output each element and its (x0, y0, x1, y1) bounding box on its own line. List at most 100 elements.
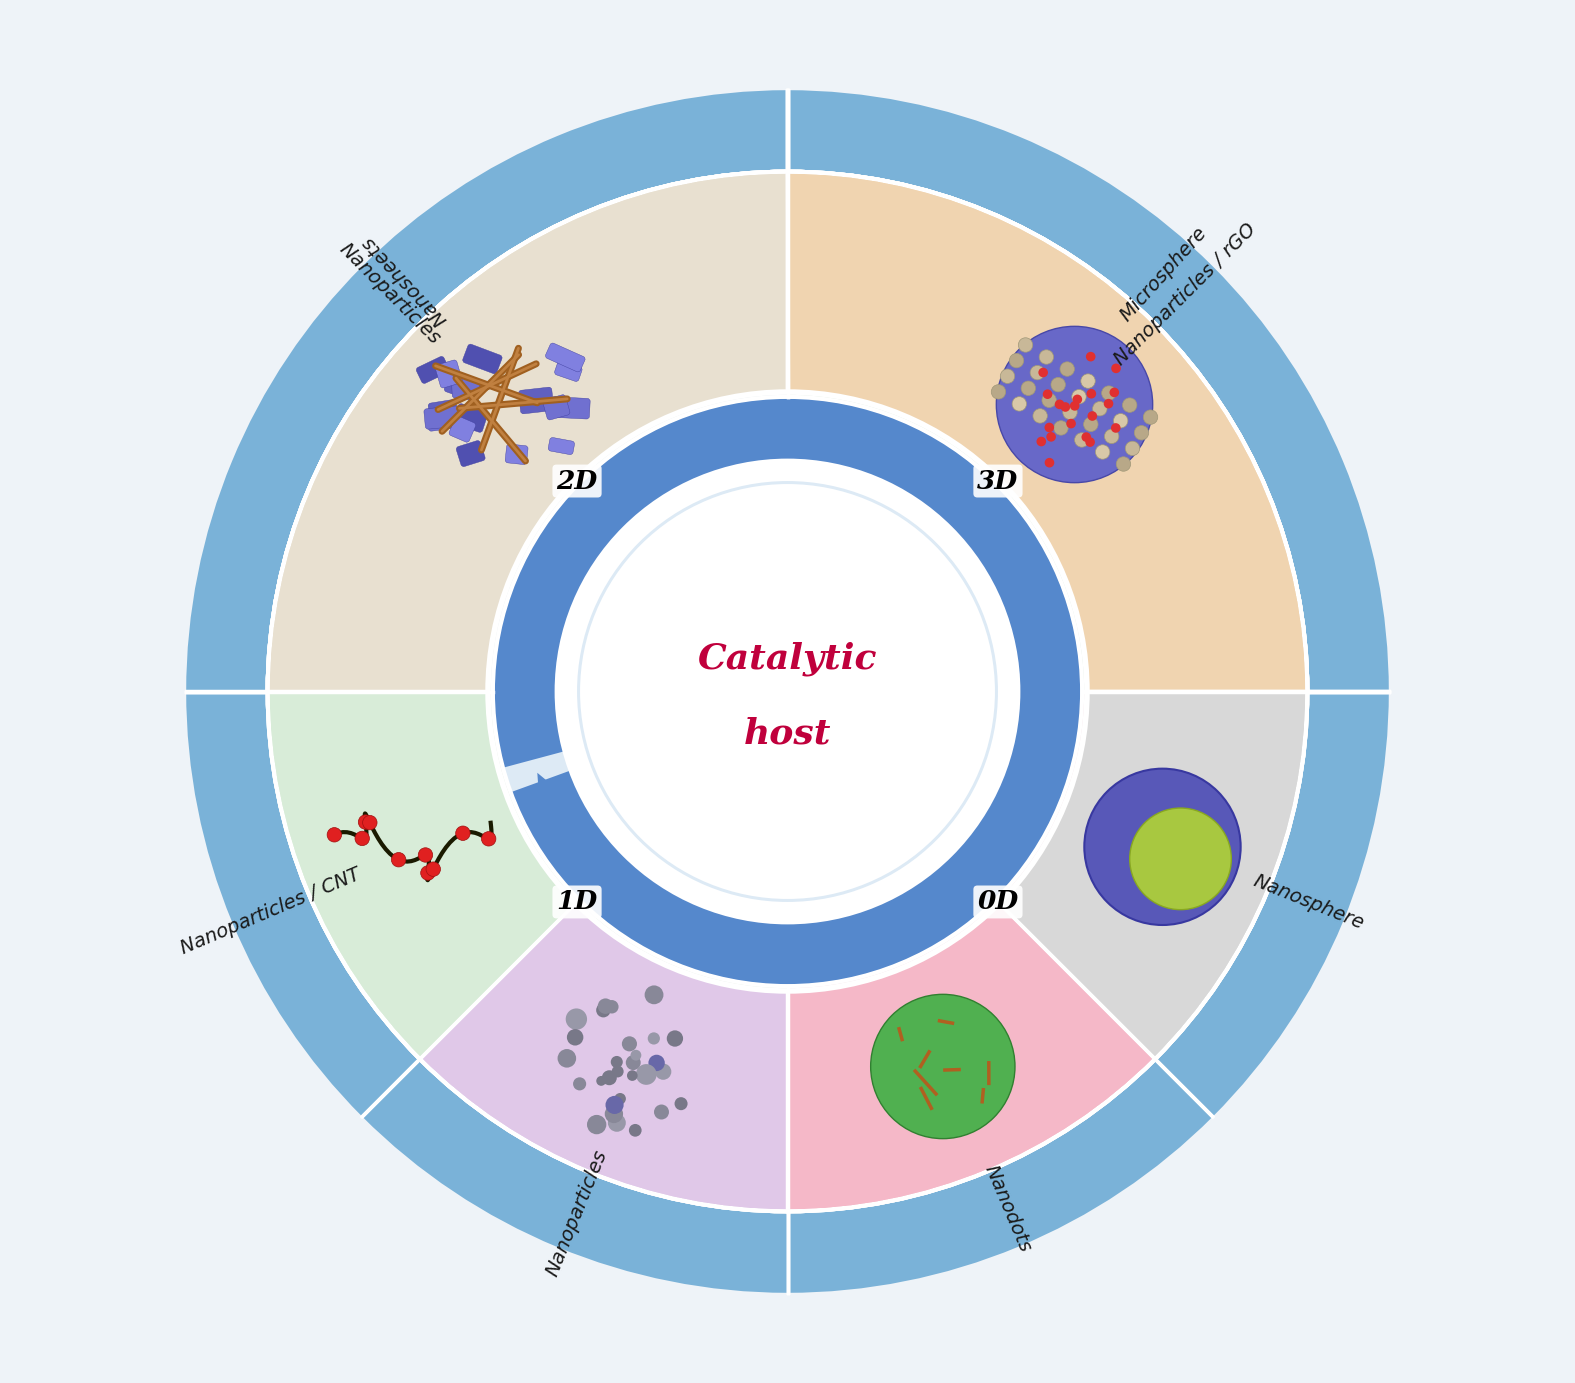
Circle shape (1033, 409, 1047, 423)
Circle shape (362, 816, 376, 830)
Circle shape (493, 397, 1082, 986)
Circle shape (1060, 402, 1069, 412)
FancyBboxPatch shape (428, 400, 457, 418)
Wedge shape (493, 397, 1082, 986)
Circle shape (1021, 382, 1035, 396)
Wedge shape (556, 461, 1019, 922)
Circle shape (392, 852, 406, 867)
Circle shape (1125, 441, 1140, 455)
Text: Nanoparticles: Nanoparticles (335, 239, 444, 349)
Circle shape (606, 1102, 616, 1113)
Circle shape (1101, 386, 1117, 400)
Circle shape (627, 1070, 638, 1082)
Circle shape (482, 831, 496, 846)
Text: Catalytic: Catalytic (698, 642, 877, 676)
Wedge shape (268, 692, 421, 1059)
Text: 1D: 1D (556, 889, 597, 914)
Text: Nanoparticles / CNT: Nanoparticles / CNT (176, 864, 362, 958)
Circle shape (602, 1070, 617, 1086)
Wedge shape (186, 90, 1389, 1293)
Circle shape (1066, 419, 1076, 429)
FancyBboxPatch shape (463, 344, 502, 373)
Text: 2D: 2D (556, 469, 597, 494)
Circle shape (625, 1055, 641, 1070)
Circle shape (354, 831, 370, 845)
Circle shape (1073, 394, 1082, 404)
Circle shape (421, 866, 435, 880)
Circle shape (611, 1065, 624, 1077)
Text: Microsphere: Microsphere (1117, 223, 1211, 325)
Circle shape (1112, 364, 1121, 373)
Text: Nanosheets: Nanosheets (358, 232, 450, 329)
FancyBboxPatch shape (444, 371, 482, 401)
Wedge shape (788, 171, 1307, 692)
Circle shape (1085, 437, 1095, 447)
Circle shape (871, 994, 1014, 1138)
Circle shape (427, 862, 441, 877)
Circle shape (1030, 365, 1044, 380)
Text: Nanodots: Nanodots (980, 1163, 1035, 1256)
Circle shape (1043, 390, 1052, 400)
Circle shape (1046, 431, 1055, 441)
FancyBboxPatch shape (454, 404, 488, 433)
Wedge shape (487, 692, 788, 992)
Circle shape (608, 1113, 625, 1131)
Wedge shape (268, 692, 580, 1059)
Circle shape (598, 999, 613, 1014)
Text: 0D: 0D (978, 889, 1019, 914)
Circle shape (1080, 373, 1095, 389)
Wedge shape (419, 900, 788, 1212)
Text: host: host (743, 716, 832, 751)
Wedge shape (1154, 692, 1307, 1059)
Circle shape (605, 1105, 624, 1123)
Circle shape (328, 827, 342, 842)
Circle shape (573, 1077, 586, 1090)
Circle shape (580, 484, 995, 899)
Circle shape (587, 1115, 606, 1134)
Circle shape (1000, 369, 1014, 383)
Circle shape (1010, 354, 1024, 368)
FancyBboxPatch shape (545, 343, 586, 372)
Circle shape (1044, 458, 1054, 467)
Circle shape (666, 1030, 684, 1047)
Circle shape (1110, 423, 1120, 433)
Circle shape (1084, 769, 1241, 925)
FancyBboxPatch shape (449, 416, 476, 443)
Wedge shape (788, 692, 1088, 992)
Circle shape (1019, 337, 1033, 353)
Polygon shape (537, 773, 595, 856)
Circle shape (605, 1000, 619, 1014)
Circle shape (1085, 351, 1096, 361)
Circle shape (605, 1095, 624, 1113)
Wedge shape (419, 1059, 788, 1212)
Circle shape (1087, 389, 1096, 398)
Wedge shape (788, 171, 1307, 692)
FancyBboxPatch shape (457, 441, 485, 466)
Circle shape (674, 1097, 688, 1111)
Circle shape (359, 815, 373, 830)
Circle shape (649, 1055, 665, 1070)
Circle shape (997, 326, 1153, 483)
Circle shape (1054, 420, 1068, 436)
Circle shape (1096, 445, 1110, 459)
Circle shape (567, 1029, 583, 1046)
Circle shape (1074, 433, 1088, 447)
Circle shape (1104, 398, 1114, 408)
Circle shape (1129, 808, 1232, 910)
Circle shape (558, 1050, 576, 1068)
Circle shape (1117, 456, 1131, 472)
Wedge shape (268, 171, 787, 692)
Text: Nanosphere: Nanosphere (1251, 871, 1367, 934)
Circle shape (611, 1057, 622, 1068)
Circle shape (1082, 433, 1091, 443)
Circle shape (1040, 350, 1054, 364)
Circle shape (614, 1093, 625, 1105)
Circle shape (419, 848, 433, 862)
Circle shape (1055, 400, 1065, 409)
Circle shape (1143, 409, 1158, 425)
Circle shape (1013, 397, 1027, 411)
Wedge shape (788, 391, 1088, 692)
Circle shape (1069, 401, 1079, 411)
FancyBboxPatch shape (518, 387, 554, 414)
Text: 3D: 3D (978, 469, 1019, 494)
